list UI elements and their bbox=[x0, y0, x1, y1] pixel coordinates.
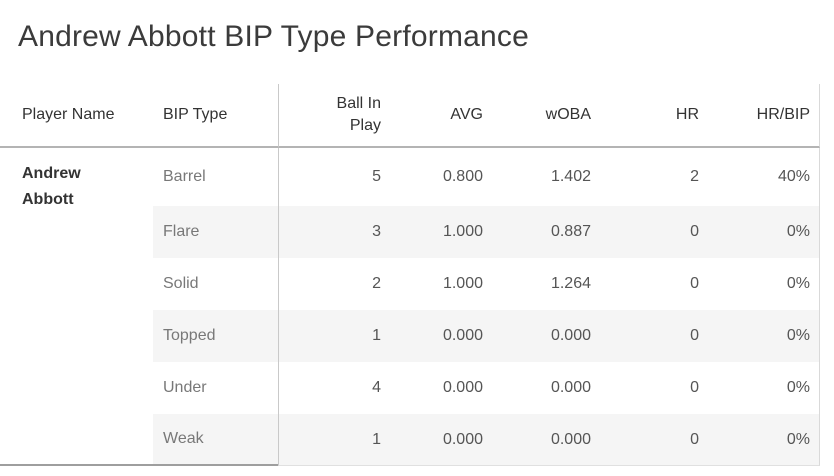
cell-woba[interactable]: 1.402 bbox=[550, 168, 591, 185]
cell-bip-type[interactable]: Topped bbox=[153, 310, 278, 362]
column-header-hr[interactable]: HR bbox=[600, 84, 708, 148]
cell-ball-in-play[interactable]: 4 bbox=[278, 362, 390, 414]
cell-ball-in-play[interactable]: 1 bbox=[278, 414, 390, 466]
cell-hr-bip[interactable]: 40% bbox=[708, 148, 820, 206]
cell-ball-in-play[interactable]: 1 bbox=[278, 310, 390, 362]
bip-performance-table: Player Name BIP Type Ball In Play AVG wO… bbox=[0, 84, 820, 466]
cell-hr[interactable]: 0 bbox=[600, 414, 708, 466]
column-header-woba[interactable]: wOBA bbox=[492, 84, 600, 148]
cell-hr[interactable]: 0 bbox=[600, 310, 708, 362]
cell-avg[interactable]: 0.800 bbox=[442, 168, 483, 185]
cell-woba[interactable]: 0.887 bbox=[492, 206, 600, 258]
cell-woba[interactable]: 0.000 bbox=[492, 310, 600, 362]
chart-title: Andrew Abbott BIP Type Performance bbox=[18, 20, 529, 53]
cell-hr[interactable]: 2 bbox=[690, 168, 699, 185]
cell-hr-bip[interactable]: 0% bbox=[708, 414, 820, 466]
cell-bip-type[interactable]: Weak bbox=[153, 414, 278, 466]
column-header-player-name[interactable]: Player Name bbox=[0, 84, 153, 148]
cell-hr-bip[interactable]: 0% bbox=[708, 362, 820, 414]
cell-hr-bip[interactable]: 0% bbox=[708, 258, 820, 310]
cell-avg[interactable]: 0.000 bbox=[390, 414, 492, 466]
cell-hr-bip[interactable]: 0% bbox=[708, 206, 820, 258]
column-header-ball-in-play-label: Ball In Play bbox=[336, 94, 381, 134]
column-header-ball-in-play[interactable]: Ball In Play bbox=[278, 84, 390, 148]
cell-player-name[interactable]: Andrew Abbott bbox=[0, 148, 153, 466]
cell-woba[interactable]: 0.000 bbox=[492, 414, 600, 466]
cell-ball-in-play[interactable]: 5 bbox=[278, 148, 390, 206]
cell-avg[interactable]: 1.000 bbox=[390, 206, 492, 258]
cell-woba[interactable]: 1.264 bbox=[550, 275, 591, 292]
cell-bip-type[interactable]: Flare bbox=[153, 206, 278, 258]
cell-hr[interactable]: 0 bbox=[690, 379, 699, 396]
cell-hr-bip[interactable]: 0% bbox=[708, 310, 820, 362]
cell-ball-in-play[interactable]: 3 bbox=[278, 206, 390, 258]
column-header-bip-type[interactable]: BIP Type bbox=[153, 84, 278, 148]
cell-hr[interactable]: 0 bbox=[690, 275, 699, 292]
cell-bip-type[interactable]: Barrel bbox=[163, 168, 206, 185]
cell-avg[interactable]: 0.000 bbox=[390, 310, 492, 362]
cell-bip-type[interactable]: Solid bbox=[163, 275, 199, 292]
cell-ball-in-play[interactable]: 2 bbox=[278, 258, 390, 310]
cell-bip-type[interactable]: Under bbox=[163, 379, 207, 396]
cell-woba[interactable]: 0.000 bbox=[550, 379, 591, 396]
cell-avg[interactable]: 0.000 bbox=[442, 379, 483, 396]
column-header-hr-bip[interactable]: HR/BIP bbox=[708, 84, 820, 148]
cell-avg[interactable]: 1.000 bbox=[442, 275, 483, 292]
column-header-avg[interactable]: AVG bbox=[390, 84, 492, 148]
cell-hr[interactable]: 0 bbox=[600, 206, 708, 258]
